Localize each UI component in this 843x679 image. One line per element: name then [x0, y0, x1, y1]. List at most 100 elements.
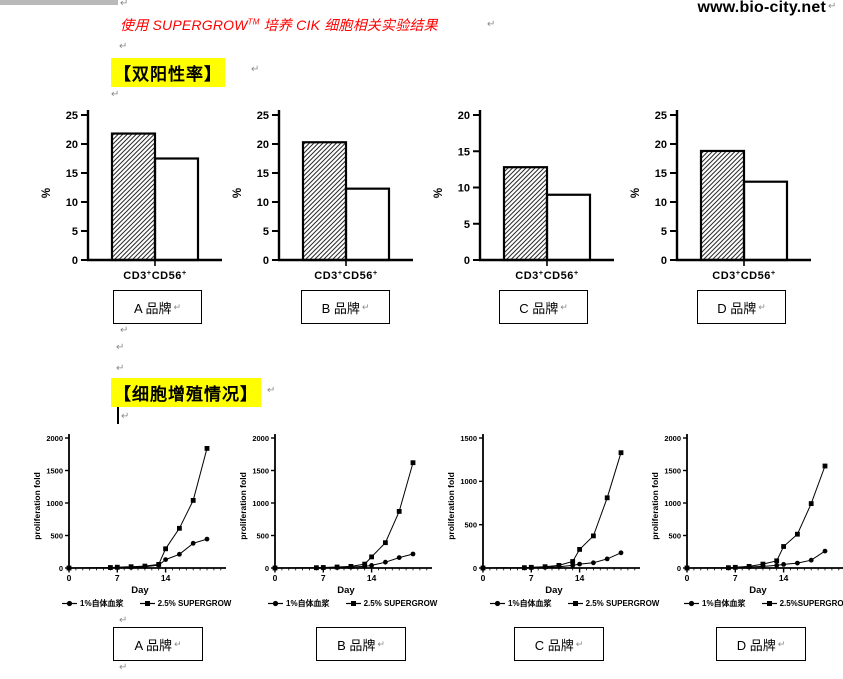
legend-label: 1%自体血浆 — [80, 599, 124, 608]
circle-marker — [177, 551, 182, 557]
x-tick-label: 0 — [481, 573, 486, 583]
square-marker — [822, 463, 828, 469]
series-line-circle — [68, 538, 208, 569]
square-marker — [542, 564, 548, 570]
y-tick-label: 5 — [72, 226, 78, 238]
square-marker — [781, 544, 786, 549]
x-tick-label: 14 — [367, 573, 377, 583]
line-a-svg: 0 500 1000 1500 2000 0 7 14 proliferation fold Da… — [32, 434, 226, 596]
y-tick-label: 25 — [66, 110, 78, 122]
brand-label-box-b2: B 品牌 ↵ — [316, 627, 406, 661]
x-axis-title: Day — [749, 585, 767, 596]
square-marker — [204, 446, 210, 451]
y-tick-label: 1500 — [664, 466, 681, 475]
website-link[interactable]: www.bio-city.net — [697, 0, 826, 16]
y-axis-title: proliferation fold — [650, 472, 660, 540]
legend-label: 1%自体血浆 — [286, 599, 330, 608]
legend-label: 1%自体血浆 — [702, 599, 746, 608]
square-marker — [726, 565, 731, 571]
y-tick-label: 0 — [677, 564, 681, 573]
paragraph-mark: ↵ — [120, 0, 129, 9]
legend-label: 2.5% SUPERGROW — [363, 599, 438, 608]
paragraph-mark: ↵ — [377, 638, 385, 649]
circle-marker — [204, 536, 210, 542]
legend-item: 1%自体血浆 — [62, 598, 124, 609]
square-marker — [314, 565, 319, 571]
section-heading-double-positive-rate: 【双阳性率】 — [111, 58, 225, 87]
square-marker — [570, 559, 576, 564]
brand-label-box-c2: C 品牌 ↵ — [514, 627, 604, 661]
y-tick-label: 2000 — [664, 434, 681, 443]
legend-item: 1%自体血浆 — [490, 598, 552, 609]
y-tick-label: 25 — [257, 110, 269, 122]
paragraph-mark: ↵ — [116, 363, 125, 374]
square-marker — [760, 561, 766, 567]
square-marker — [128, 564, 134, 570]
square-marker — [362, 561, 368, 567]
x-tick-label: 7 — [115, 573, 120, 583]
line-d-svg: 0 500 1000 1500 2000 0 7 14 proliferation fold Da… — [650, 434, 843, 596]
legend-item: 1%自体血浆 — [684, 598, 746, 609]
square-marker — [577, 547, 582, 552]
open-bar — [742, 180, 789, 262]
square-legend-marker — [345, 601, 361, 606]
hatched-bar — [502, 166, 549, 262]
text-cursor — [117, 407, 119, 424]
circle-marker — [774, 563, 780, 568]
legend-label: 1%自体血浆 — [508, 599, 552, 608]
circle-legend-marker — [490, 600, 505, 607]
bar-c-svg: 0 5 10 15 20% CD3+CD56+ — [433, 110, 614, 282]
y-tick-label: 1500 — [460, 434, 477, 443]
square-marker — [528, 564, 534, 570]
paragraph-mark: ↵ — [116, 342, 125, 353]
legend-label: 2.5%SUPERGROW — [779, 599, 843, 608]
y-tick-label: 1500 — [46, 466, 63, 475]
brand-label-box-c: C 品牌 ↵ — [499, 290, 588, 324]
y-tick-label: 20 — [257, 139, 269, 151]
y-tick-label: 20 — [458, 110, 470, 122]
brand-label: B 品牌 — [337, 637, 376, 653]
y-tick-label: 500 — [464, 520, 477, 529]
circle-marker — [781, 562, 786, 567]
paragraph-mark: ↵ — [119, 615, 128, 626]
x-tick-label: 0 — [273, 573, 278, 583]
square-marker — [480, 565, 486, 571]
x-tick-label: 0 — [685, 573, 690, 583]
square-marker — [604, 495, 610, 501]
line-chart-brand-c: 0 500 1000 1500 0 7 14 proliferation fold Day — [442, 428, 647, 611]
brand-label: C 品牌 — [534, 637, 574, 653]
legend-item: 2.5%SUPERGROW — [761, 599, 843, 608]
y-tick-label: 5 — [661, 226, 667, 238]
x-axis-title: Day — [337, 585, 355, 596]
y-tick-label: 15 — [655, 168, 667, 180]
circle-marker — [383, 559, 388, 565]
paragraph-mark: ↵ — [111, 89, 120, 100]
circle-marker — [618, 550, 624, 556]
y-tick-label: 15 — [458, 146, 470, 158]
brand-label-box-d: D 品牌 ↵ — [697, 290, 786, 324]
square-marker — [396, 509, 402, 514]
square-marker — [732, 564, 738, 570]
y-axis-title: proliferation fold — [446, 472, 456, 540]
hatched-bar — [699, 149, 746, 262]
circle-marker — [369, 563, 374, 568]
y-axis-title: % — [41, 188, 53, 198]
legend-label: 2.5% SUPERGROW — [585, 599, 660, 608]
y-tick-label: 15 — [257, 168, 269, 180]
square-marker — [684, 565, 690, 571]
series-line-square — [274, 462, 414, 569]
circle-marker — [396, 555, 402, 560]
circle-marker — [190, 540, 196, 546]
legend-item: 1%自体血浆 — [268, 598, 330, 609]
bar-chart-brand-c: 0 5 10 15 20% CD3+CD56+ — [425, 98, 625, 295]
circle-legend-marker — [268, 600, 283, 607]
square-marker — [66, 565, 72, 571]
brand-label-box-a: A 品牌 ↵ — [113, 290, 202, 324]
circle-marker — [795, 560, 800, 566]
y-tick-label: 20 — [66, 139, 78, 151]
y-tick-label: 0 — [59, 564, 63, 573]
y-axis-title: % — [433, 188, 445, 198]
square-marker — [556, 563, 562, 568]
circle-legend-marker — [684, 600, 699, 607]
